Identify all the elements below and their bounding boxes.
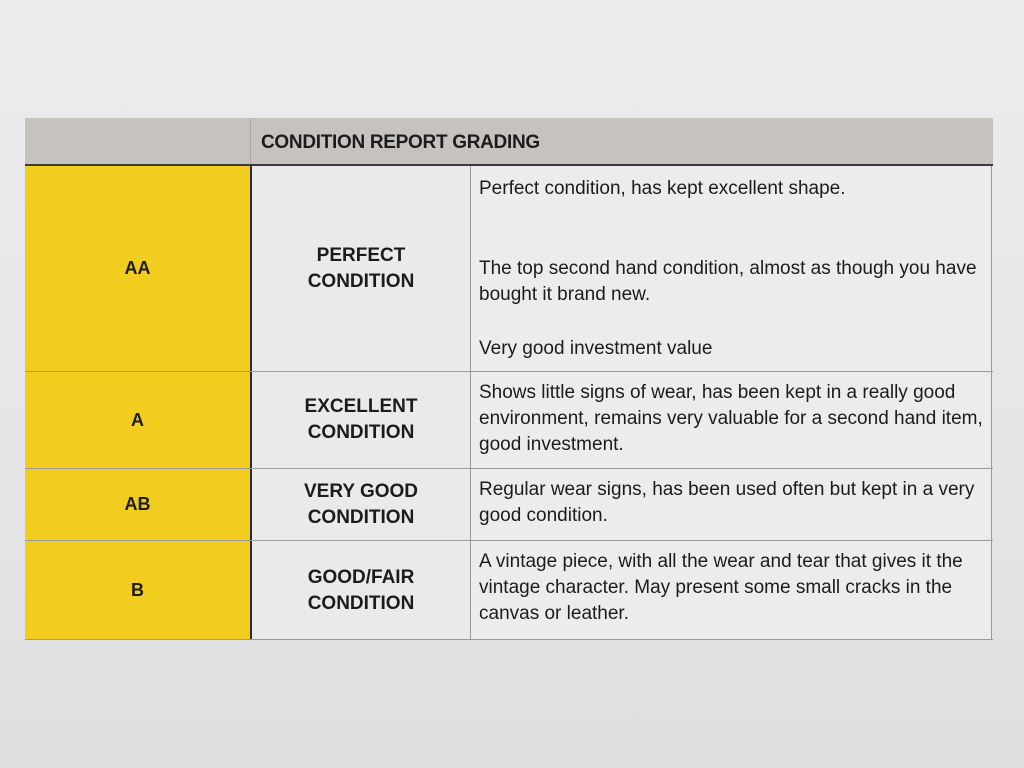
condition-line: CONDITION: [307, 422, 415, 443]
description-text: Regular wear signs, has been used often …: [479, 479, 975, 526]
grade-cell-aa: AA: [25, 166, 252, 371]
description-text: Very good investment value: [479, 338, 713, 359]
condition-grading-table: CONDITION REPORT GRADING AA PERFECT CONDI…: [25, 118, 993, 640]
description-text: Shows little signs of wear, has been kep…: [479, 382, 983, 455]
row-divider: [25, 371, 993, 372]
condition-line: EXCELLENT: [304, 396, 418, 417]
description-cell-very-good: Regular wear signs, has been used often …: [471, 469, 992, 540]
condition-cell-excellent: EXCELLENT CONDITION: [252, 372, 471, 468]
condition-cell-very-good: VERY GOOD CONDITION: [252, 469, 471, 540]
condition-line: CONDITION: [307, 592, 415, 614]
table-bottom-border: [25, 639, 993, 640]
condition-line: VERY GOOD: [303, 480, 419, 502]
grade-cell-b: B: [25, 541, 252, 640]
condition-cell-good-fair: GOOD/FAIR CONDITION: [252, 541, 471, 640]
condition-line: PERFECT: [316, 244, 406, 266]
table-title: CONDITION REPORT GRADING: [261, 132, 540, 153]
description-text: The top second hand condition, almost as…: [479, 258, 977, 305]
condition-cell-perfect: PERFECT CONDITION: [252, 166, 471, 371]
description-text: A vintage piece, with all the wear and t…: [479, 551, 963, 624]
table-header: CONDITION REPORT GRADING: [25, 118, 993, 166]
grade-cell-ab: AB: [25, 469, 252, 540]
row-divider: [25, 468, 993, 469]
description-cell-excellent: Shows little signs of wear, has been kep…: [471, 372, 992, 468]
grade-cell-a: A: [25, 372, 252, 468]
condition-line: GOOD/FAIR: [307, 566, 415, 588]
description-cell-good-fair: A vintage piece, with all the wear and t…: [471, 541, 992, 640]
row-divider: [25, 540, 993, 541]
header-divider: [250, 118, 251, 164]
condition-line: CONDITION: [307, 270, 415, 292]
description-cell-perfect: Perfect condition, has kept excellent sh…: [471, 166, 992, 371]
description-text: Perfect condition, has kept excellent sh…: [479, 178, 846, 199]
condition-line: CONDITION: [307, 506, 415, 528]
